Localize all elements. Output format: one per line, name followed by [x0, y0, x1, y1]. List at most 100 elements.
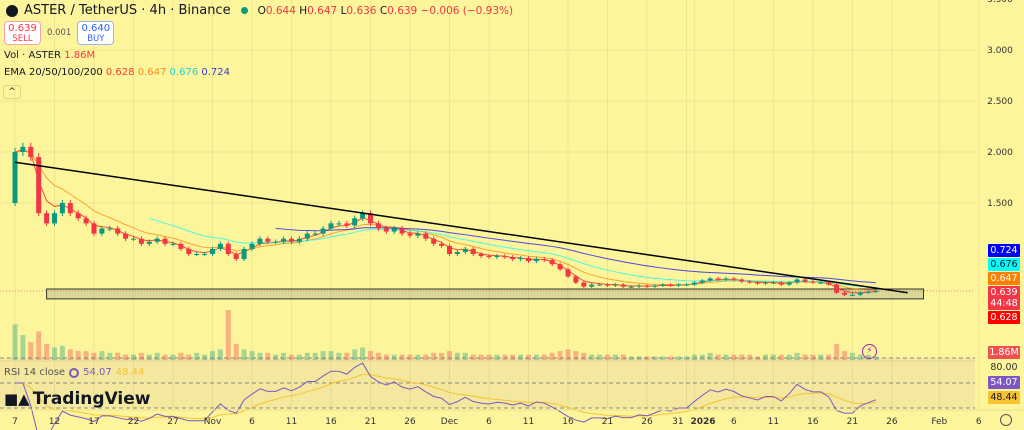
rsi-line	[15, 362, 877, 430]
volume-bar	[344, 352, 350, 360]
volume-bar	[115, 352, 121, 360]
candle	[296, 238, 302, 242]
candle	[857, 292, 863, 295]
time-axis-tick: 21	[365, 417, 376, 427]
volume-bar	[312, 352, 318, 360]
volume-bar	[541, 354, 547, 360]
rsi-legend[interactable]: RSI 14 close 54.07 48.44	[4, 367, 145, 378]
time-axis-tick: 21	[847, 417, 858, 427]
candle	[778, 282, 784, 285]
candle	[91, 223, 97, 234]
ema50-price-label: 0.647	[988, 272, 1020, 285]
symbol-legend: ASTER / TetherUS · 4h · Binance O0.644 H…	[6, 3, 513, 18]
support-zone	[46, 288, 925, 300]
spread: 0.001	[47, 28, 72, 38]
ema-legend[interactable]: EMA 20/50/100/200 0.628 0.647 0.676 0.72…	[4, 67, 231, 78]
time-axis-tick: 16	[807, 417, 819, 427]
sell-button[interactable]: 0.639 SELL	[4, 21, 41, 45]
candle	[75, 213, 81, 219]
last-price-label: 0.639 44:48	[988, 286, 1020, 310]
volume-bar	[533, 354, 539, 360]
candle	[59, 203, 65, 214]
ema200-price-label: 0.724	[988, 244, 1020, 257]
candle	[605, 284, 610, 286]
candle	[636, 285, 642, 287]
time-axis-tick: 16	[325, 417, 337, 427]
volume-bar	[75, 351, 81, 360]
volume-bar	[107, 352, 113, 360]
candle	[557, 264, 563, 270]
candle	[731, 278, 737, 280]
candle	[747, 281, 753, 283]
candle	[786, 282, 792, 285]
volume-bar	[186, 354, 192, 360]
volume-bar	[67, 349, 73, 360]
candle	[186, 248, 192, 254]
volume-bar	[439, 352, 445, 360]
volume-bar	[336, 352, 342, 360]
candle	[818, 282, 824, 284]
candle	[549, 260, 555, 265]
ohlc-values: O0.644 H0.647 L0.636 C0.639 −0.006 (−0.9…	[257, 4, 514, 17]
candle	[131, 238, 136, 240]
volume-bar	[605, 354, 610, 360]
candle	[652, 285, 658, 287]
volume-bar	[407, 354, 413, 360]
ema100-price-label: 0.676	[988, 258, 1020, 271]
volume-bar	[123, 354, 129, 360]
volume-bar	[715, 354, 721, 360]
candle	[423, 233, 429, 239]
candle	[407, 233, 413, 236]
volume-bar	[462, 352, 468, 360]
volume-bar	[857, 354, 863, 360]
volume-bar	[202, 354, 208, 360]
time-axis-tick: Feb	[931, 417, 947, 427]
candle	[826, 282, 832, 285]
candle	[320, 228, 326, 234]
tradingview-logo: ■▲ TradingView	[4, 389, 151, 409]
volume-bar	[502, 354, 508, 360]
volume-bar	[589, 354, 595, 360]
rsi-ma-line	[15, 373, 877, 420]
symbol-title[interactable]: ASTER / TetherUS · 4h · Binance	[24, 3, 231, 18]
candle	[12, 152, 18, 203]
time-axis-tick: 2026	[690, 417, 715, 427]
candle	[375, 223, 381, 229]
volume-bar	[162, 354, 168, 360]
volume-bar	[241, 349, 247, 360]
volume-bar	[20, 335, 26, 360]
volume-legend[interactable]: Vol · ASTER 1.86M	[4, 50, 96, 61]
volume-bar	[265, 352, 271, 360]
volume-bar	[138, 352, 144, 360]
volume-bar	[352, 349, 358, 360]
candle	[628, 286, 634, 288]
buy-button[interactable]: 0.640 BUY	[77, 21, 115, 45]
volume-bar	[699, 354, 705, 360]
volume-bar	[368, 351, 373, 360]
volume-bar	[28, 342, 34, 360]
time-axis-tick: 31	[672, 417, 683, 427]
volume-bar	[273, 354, 279, 360]
lightning-icon[interactable]: ⚡	[862, 344, 877, 359]
volume-bar	[249, 351, 255, 360]
gear-icon[interactable]	[1000, 414, 1012, 426]
candle	[115, 228, 121, 234]
candle	[676, 284, 682, 286]
volume-bar	[620, 354, 626, 360]
candle	[431, 238, 437, 244]
aster-logo-icon	[6, 4, 18, 17]
time-axis-tick: 7	[12, 417, 18, 427]
volume-bar	[360, 347, 366, 360]
candle	[486, 256, 492, 258]
candle	[312, 233, 318, 235]
chevron-up-icon[interactable]: ^	[3, 85, 21, 99]
ema20-line	[14, 149, 877, 294]
price-axis-tick: 1.500	[987, 199, 1013, 209]
candle	[225, 243, 231, 254]
volume-bar	[731, 354, 737, 360]
rsi-ma-label: 48.44	[988, 391, 1020, 404]
volume-bar	[581, 352, 587, 360]
time-axis-tick: 16	[562, 417, 574, 427]
volume-bar	[486, 354, 492, 360]
